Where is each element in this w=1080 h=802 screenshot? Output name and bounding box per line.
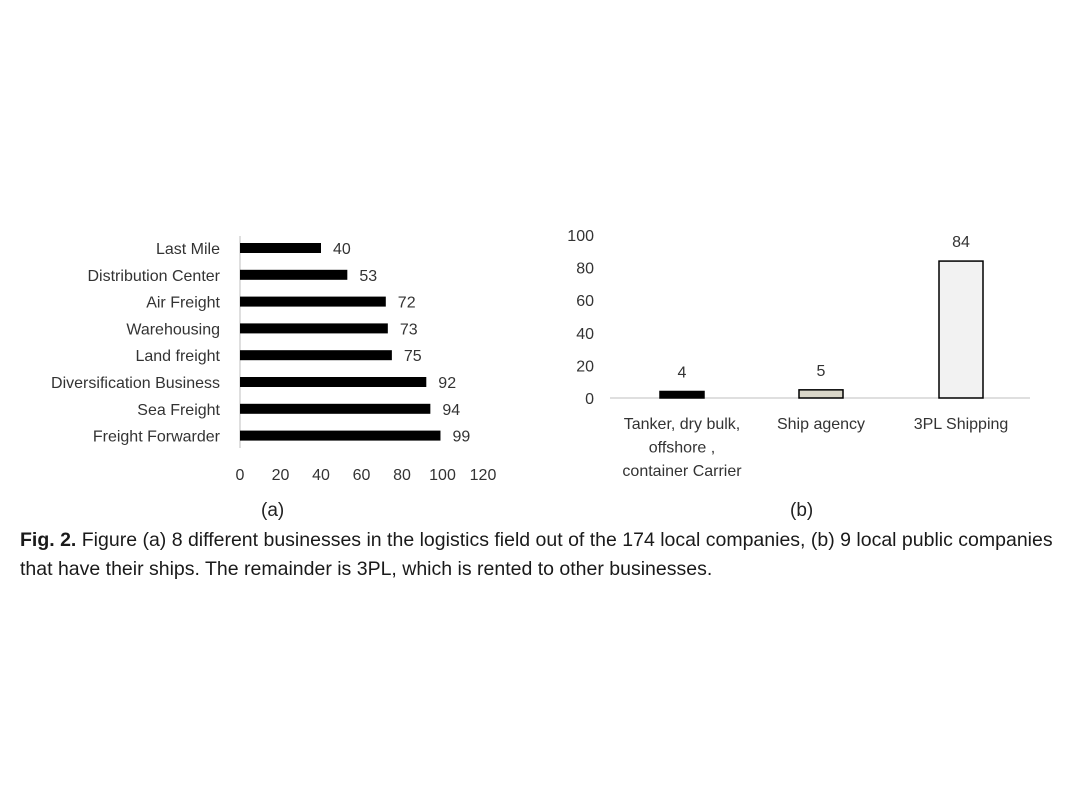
data-label-a: 73: [400, 321, 418, 338]
bar-a: [240, 323, 388, 334]
figure-caption: Fig. 2. Figure (a) 8 different businesse…: [20, 526, 1070, 584]
data-label-a: 53: [359, 268, 377, 285]
category-label-b: container Carrier: [622, 463, 742, 480]
data-label-b: 5: [817, 363, 826, 380]
data-label-a: 99: [452, 429, 470, 446]
data-label-a: 72: [398, 295, 416, 312]
tick-label-a-x: 120: [470, 467, 497, 484]
category-label-a: Sea Freight: [137, 402, 220, 419]
bar-a: [240, 269, 348, 280]
bar-a: [240, 350, 392, 361]
data-label-a: 94: [442, 402, 460, 419]
tick-label-b-y: 20: [576, 358, 594, 375]
tick-label-b-y: 100: [567, 228, 594, 245]
tick-label-a-x: 80: [393, 467, 411, 484]
category-label-a: Distribution Center: [88, 268, 221, 285]
tick-label-a-x: 60: [353, 467, 371, 484]
data-label-b: 4: [678, 364, 687, 381]
bar-a: [240, 403, 431, 414]
tick-label-a-x: 40: [312, 467, 330, 484]
bar-a: [240, 243, 321, 253]
bar-a: [240, 430, 441, 441]
tick-label-b-y: 0: [585, 391, 594, 408]
tick-label-a-x: 100: [429, 467, 456, 484]
category-label-a: Air Freight: [146, 295, 220, 312]
panel-label-b: (b): [790, 500, 814, 521]
category-label-a: Land freight: [135, 348, 220, 365]
category-label-b: offshore ,: [649, 440, 715, 457]
panel-label-a: (a): [261, 500, 285, 521]
bar-b: [798, 389, 844, 399]
chart-b-vertical-bar: 0 20 40 60 80 100 4 Tanker, dry bulk, offshore ,…: [567, 228, 1030, 480]
tick-label-a-x: 20: [272, 467, 290, 484]
tick-label-b-y: 60: [576, 293, 594, 310]
data-label-a: 75: [404, 348, 422, 365]
category-label-a: Warehousing: [126, 321, 220, 338]
bar-a: [240, 296, 386, 307]
data-label-a: 40: [333, 241, 351, 258]
bar-a: [240, 377, 427, 387]
category-label-a: Diversification Business: [51, 375, 220, 392]
tick-label-b-y: 80: [576, 261, 594, 278]
category-label-b: Ship agency: [777, 416, 865, 433]
tick-label-a-x: 0: [236, 467, 245, 484]
data-label-a: 92: [438, 375, 456, 392]
chart-a-horizontal-bar: Last Mile 40 Distribution Center 53 Air Frei…: [51, 236, 496, 484]
bar-b: [659, 390, 705, 399]
caption-text: Figure (a) 8 different businesses in the…: [20, 529, 1053, 580]
category-label-b: 3PL Shipping: [914, 416, 1009, 433]
category-label-a: Freight Forwarder: [93, 429, 221, 446]
category-label-b: Tanker, dry bulk,: [624, 416, 741, 433]
caption-label: Fig. 2.: [20, 529, 77, 551]
bar-b: [938, 260, 984, 399]
tick-label-b-y: 40: [576, 326, 594, 343]
data-label-b: 84: [952, 234, 970, 251]
category-label-a: Last Mile: [156, 241, 220, 258]
